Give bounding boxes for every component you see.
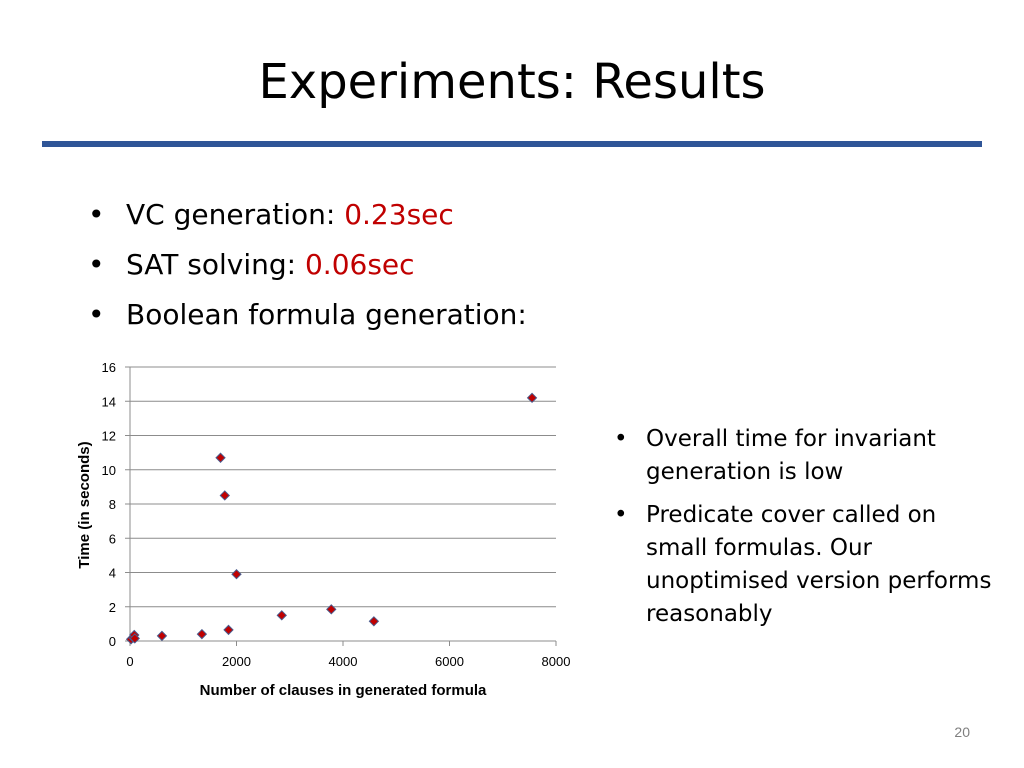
bullet-boolean-formula: • Boolean formula generation: xyxy=(88,290,527,340)
x-tick-label: 4000 xyxy=(329,654,358,669)
data-point xyxy=(156,630,168,642)
bullet-sat-solving: • SAT solving: 0.06sec xyxy=(88,240,527,290)
y-tick-label: 12 xyxy=(102,429,116,444)
side-bullet-text: Predicate cover called on small formulas… xyxy=(646,502,992,627)
bullet-value: 0.23sec xyxy=(344,198,454,231)
bullet-dot: • xyxy=(614,502,628,528)
bullet-vc-generation: • VC generation: 0.23sec xyxy=(88,190,527,240)
y-tick-label: 8 xyxy=(109,497,116,512)
bullet-dot: • xyxy=(88,198,105,231)
grid-lines xyxy=(130,366,556,608)
data-point xyxy=(215,452,226,463)
x-tick-label: 0 xyxy=(126,654,133,669)
data-point xyxy=(276,610,287,621)
x-tick-label: 8000 xyxy=(542,654,571,669)
bullet-dot: • xyxy=(88,298,105,331)
y-tick-label: 16 xyxy=(102,360,116,375)
data-point xyxy=(129,633,140,644)
axes xyxy=(125,366,557,646)
x-tick-label: 6000 xyxy=(435,654,464,669)
bullet-value: 0.06sec xyxy=(304,248,415,281)
side-bullet-predicate-cover: • Predicate cover called on small formul… xyxy=(606,499,1001,631)
data-point xyxy=(326,604,337,615)
x-axis-label: Number of clauses in generated formula xyxy=(200,682,487,699)
side-bullet-text: Overall time for invariant generation is… xyxy=(646,426,936,485)
bullet-label: Boolean formula generation: xyxy=(126,298,527,331)
bullet-list: • VC generation: 0.23sec • SAT solving: … xyxy=(88,190,527,340)
bullet-label: VC generation: xyxy=(126,198,345,231)
data-point xyxy=(223,624,234,636)
x-tick-label: 2000 xyxy=(222,654,251,669)
slide-title: Experiments: Results xyxy=(258,54,766,110)
side-bullet-list: • Overall time for invariant generation … xyxy=(606,423,1001,641)
y-tick-label: 6 xyxy=(109,531,116,546)
title-underline xyxy=(42,141,982,147)
y-axis-label: Time (in seconds) xyxy=(76,441,93,568)
y-tick-label: 4 xyxy=(109,566,116,581)
data-point xyxy=(368,616,380,627)
y-tick-label: 2 xyxy=(109,600,116,615)
bullet-dot: • xyxy=(614,426,628,452)
data-point xyxy=(526,392,538,404)
data-points xyxy=(125,392,538,645)
data-point xyxy=(231,569,242,580)
bullet-label: SAT solving: xyxy=(126,248,305,281)
page-number: 20 xyxy=(954,724,970,740)
data-point xyxy=(219,490,230,501)
y-tick-label: 14 xyxy=(102,394,116,409)
side-bullet-overall-time: • Overall time for invariant generation … xyxy=(606,423,1001,489)
bullet-dot: • xyxy=(88,248,105,281)
y-tick-label: 10 xyxy=(102,463,116,478)
tick-labels: 0 2 4 6 8 10 12 14 16 0 2000 4000 6000 8000 xyxy=(102,360,571,669)
y-tick-label: 0 xyxy=(109,634,116,649)
data-point xyxy=(196,628,208,640)
